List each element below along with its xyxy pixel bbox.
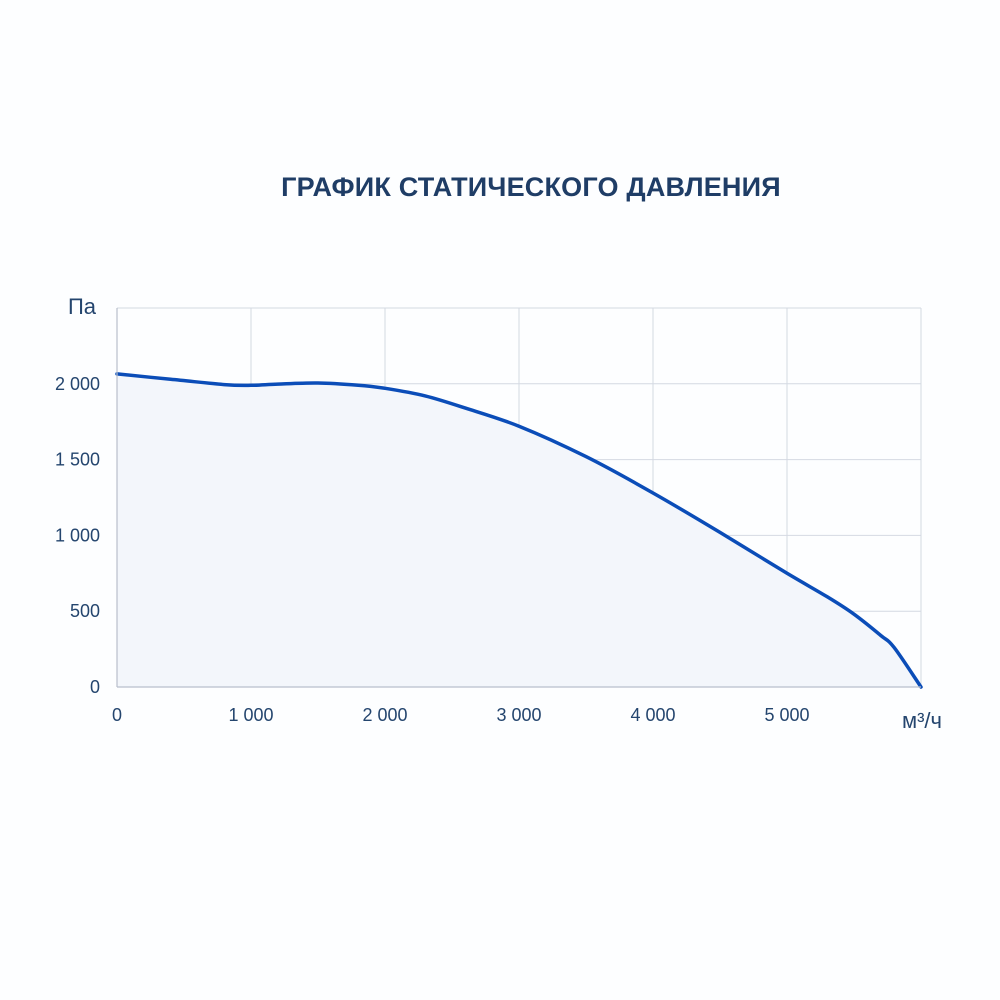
x-tick-label: 5 000: [764, 705, 809, 725]
tick-labels: 0 500 1 000 1 500 2 000 0 1 000 2 000 3 000 4 000…: [55, 374, 810, 725]
y-tick-label: 1 000: [55, 525, 100, 545]
series-line: [115, 372, 923, 689]
area-fill: [117, 373, 921, 687]
y-tick-label: 2 000: [55, 374, 100, 394]
x-tick-label: 2 000: [362, 705, 407, 725]
chart-title: ГРАФИК СТАТИЧЕСКОГО ДАВЛЕНИЯ: [281, 172, 781, 202]
x-tick-label: 0: [112, 705, 122, 725]
x-tick-label: 4 000: [630, 705, 675, 725]
y-tick-label: 1 500: [55, 450, 100, 470]
x-tick-label: 1 000: [228, 705, 273, 725]
y-axis-label: Па: [68, 294, 97, 319]
x-axis-label: м³/ч: [902, 708, 942, 733]
axes: [116, 308, 921, 688]
y-tick-label: 0: [90, 677, 100, 697]
x-tick-label: 3 000: [496, 705, 541, 725]
y-tick-label: 500: [70, 601, 100, 621]
